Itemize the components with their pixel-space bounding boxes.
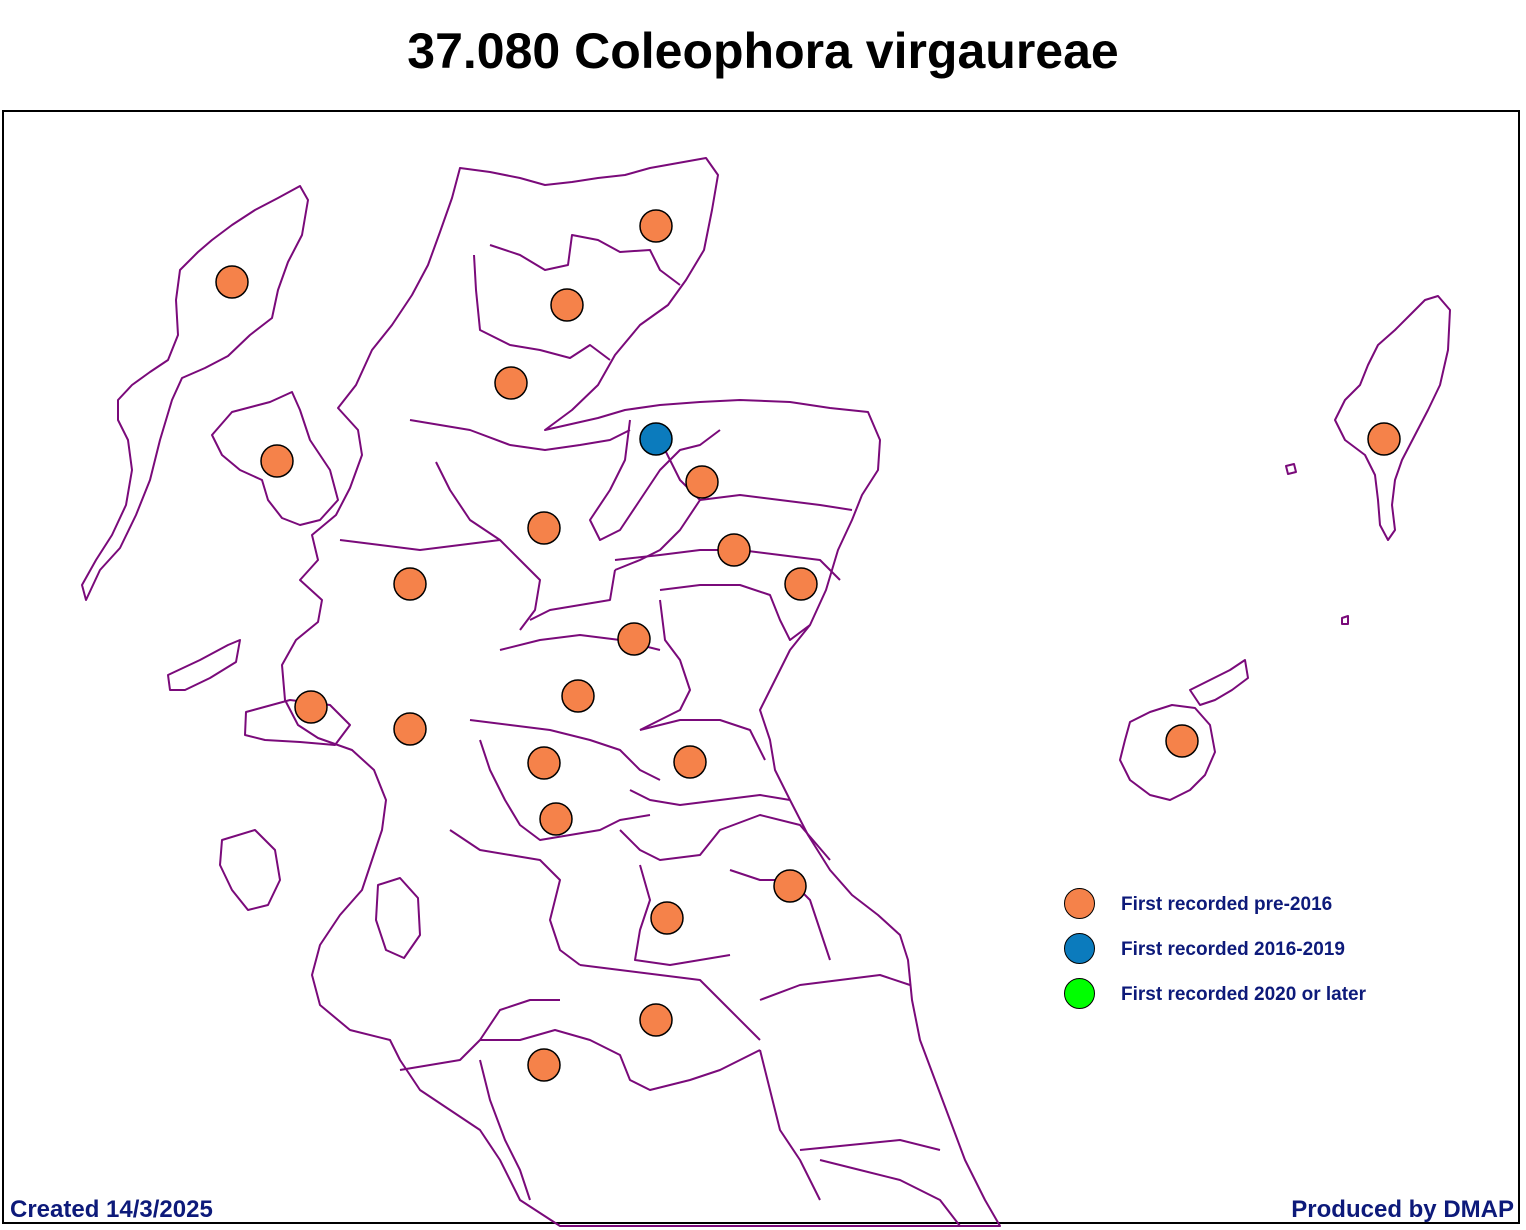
record-dots bbox=[215, 209, 1401, 1082]
created-date: Created 14/3/2025 bbox=[10, 1196, 213, 1223]
record-dot-pre2016 bbox=[527, 511, 561, 545]
record-dot-pre2016 bbox=[673, 745, 707, 779]
record-dot-pre2016 bbox=[639, 209, 673, 243]
legend-label-pre2016: First recorded pre-2016 bbox=[1121, 894, 1333, 915]
record-dot-pre2016 bbox=[784, 567, 818, 601]
map-title: 37.080 Coleophora virgaureae bbox=[407, 23, 1119, 79]
county-line-26 bbox=[479, 1059, 531, 1201]
county-line-20 bbox=[634, 864, 731, 966]
county-line-25 bbox=[399, 999, 560, 1071]
jura-outline bbox=[219, 829, 281, 911]
legend-dot-pre2016 bbox=[1064, 888, 1095, 919]
legend-dot-2016-2019 bbox=[1064, 933, 1095, 964]
record-dot-pre2016 bbox=[550, 288, 584, 322]
county-line-17 bbox=[629, 789, 791, 806]
legend-label-2020-later: First recorded 2020 or later bbox=[1121, 984, 1366, 1005]
record-dot-pre2016 bbox=[1367, 422, 1401, 456]
county-line-12 bbox=[639, 599, 691, 731]
record-dot-pre2016 bbox=[393, 567, 427, 601]
arran-outline bbox=[375, 877, 421, 959]
county-line-1 bbox=[489, 234, 681, 286]
county-line-4 bbox=[435, 461, 541, 631]
county-line-18 bbox=[449, 829, 581, 966]
record-dot-pre2016 bbox=[294, 690, 328, 724]
record-dot-pre2016 bbox=[650, 901, 684, 935]
skye-outline bbox=[211, 391, 339, 526]
county-line-9 bbox=[529, 569, 616, 621]
record-dot-pre2016 bbox=[685, 465, 719, 499]
record-dot-pre2016 bbox=[494, 366, 528, 400]
orkney-north-isles bbox=[1189, 659, 1249, 706]
foula-islet bbox=[1341, 615, 1349, 625]
record-dot-2016-2019 bbox=[639, 422, 673, 456]
orkney-outline bbox=[1119, 704, 1216, 801]
legend-dot-2020-later bbox=[1064, 978, 1095, 1009]
record-dot-pre2016 bbox=[773, 869, 807, 903]
record-dot-pre2016 bbox=[717, 533, 751, 567]
county-line-27 bbox=[759, 1049, 821, 1201]
county-line-23 bbox=[759, 974, 911, 1001]
shetland-outline bbox=[1334, 295, 1451, 541]
county-line-5 bbox=[339, 539, 501, 551]
county-line-11 bbox=[659, 584, 811, 641]
record-dot-pre2016 bbox=[527, 1048, 561, 1082]
county-line-19 bbox=[619, 814, 831, 861]
record-dot-pre2016 bbox=[539, 802, 573, 836]
county-line-8 bbox=[699, 494, 853, 511]
county-line-3 bbox=[409, 419, 631, 451]
county-line-29 bbox=[819, 1159, 961, 1227]
record-dot-pre2016 bbox=[393, 712, 427, 746]
record-dot-pre2016 bbox=[1165, 724, 1199, 758]
fair-isle bbox=[1285, 463, 1297, 475]
record-dot-pre2016 bbox=[215, 265, 249, 299]
county-line-6 bbox=[589, 419, 721, 541]
record-dot-pre2016 bbox=[527, 746, 561, 780]
vice-county-boundaries bbox=[81, 157, 1451, 1227]
record-dot-pre2016 bbox=[561, 679, 595, 713]
legend-label-2016-2019: First recorded 2016-2019 bbox=[1121, 939, 1345, 960]
produced-by: Produced by DMAP bbox=[1291, 1196, 1514, 1223]
record-dot-pre2016 bbox=[260, 444, 294, 478]
mainland-outline bbox=[281, 157, 1001, 1227]
record-dot-pre2016 bbox=[639, 1003, 673, 1037]
county-line-14 bbox=[469, 719, 661, 781]
county-line-15 bbox=[479, 739, 651, 841]
mull-outline bbox=[167, 639, 241, 691]
outer-hebrides-outline bbox=[81, 185, 309, 601]
county-line-7 bbox=[614, 429, 701, 571]
county-line-16 bbox=[639, 719, 766, 761]
county-line-2 bbox=[473, 254, 611, 361]
county-line-22 bbox=[579, 964, 761, 1041]
county-line-28 bbox=[799, 1139, 941, 1151]
map-frame bbox=[2, 110, 1520, 1224]
county-line-24 bbox=[480, 1029, 761, 1091]
record-dot-pre2016 bbox=[617, 622, 651, 656]
